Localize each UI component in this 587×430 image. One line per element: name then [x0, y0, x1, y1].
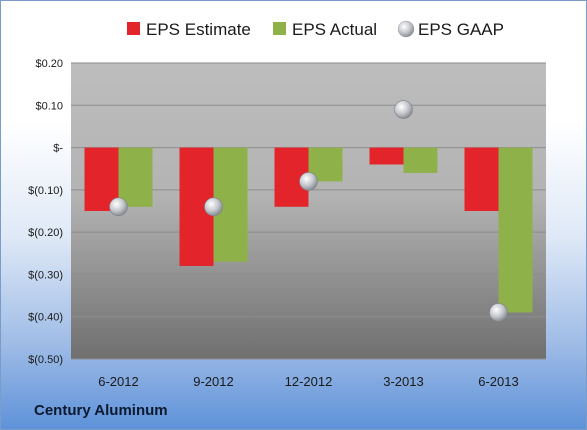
y-tick-label: $0.10 [35, 100, 63, 112]
x-tick-label: 6-2013 [478, 374, 518, 389]
y-tick-label: $(0.40) [28, 312, 63, 324]
eps-actual-bar [403, 147, 438, 173]
y-axis-ticks: $0.20 $0.10 $- $(0.10) $(0.20) $(0.30) $(0.40)… [28, 58, 63, 366]
y-tick-label: $(0.30) [28, 269, 63, 281]
eps-gaap-marker [489, 303, 508, 322]
legend-actual-swatch [273, 22, 286, 35]
x-tick-label: 6-2012 [98, 374, 138, 389]
legend-estimate-swatch [127, 22, 140, 35]
y-tick-label: $- [53, 143, 63, 155]
legend-label: EPS Actual [292, 20, 377, 39]
company-name: Century Aluminum [34, 402, 168, 419]
legend: EPS Estimate EPS Actual EPS GAAP [127, 20, 504, 39]
y-tick-label: $(0.50) [28, 354, 63, 366]
legend-label: EPS GAAP [418, 20, 504, 39]
eps-gaap-marker [109, 197, 128, 217]
x-tick-label: 9-2012 [193, 374, 233, 389]
legend-gaap-swatch [397, 20, 415, 38]
y-tick-label: $0.20 [35, 58, 63, 70]
eps-estimate-bar [369, 147, 404, 165]
eps-gaap-marker [204, 197, 223, 217]
eps-gaap-marker [394, 100, 413, 119]
eps-actual-bar [118, 147, 153, 207]
eps-gaap-marker [299, 172, 318, 191]
y-tick-label: $(0.20) [28, 227, 63, 239]
gaap-markers [109, 100, 508, 322]
x-axis-ticks: 6-2012 9-2012 12-2012 3-2013 6-2013 [98, 374, 518, 389]
eps-estimate-bar [464, 147, 499, 211]
x-tick-label: 3-2013 [383, 374, 423, 389]
x-tick-label: 12-2012 [285, 374, 333, 389]
y-tick-label: $(0.10) [28, 185, 63, 197]
eps-actual-bar [498, 147, 533, 313]
legend-label: EPS Estimate [146, 20, 251, 39]
